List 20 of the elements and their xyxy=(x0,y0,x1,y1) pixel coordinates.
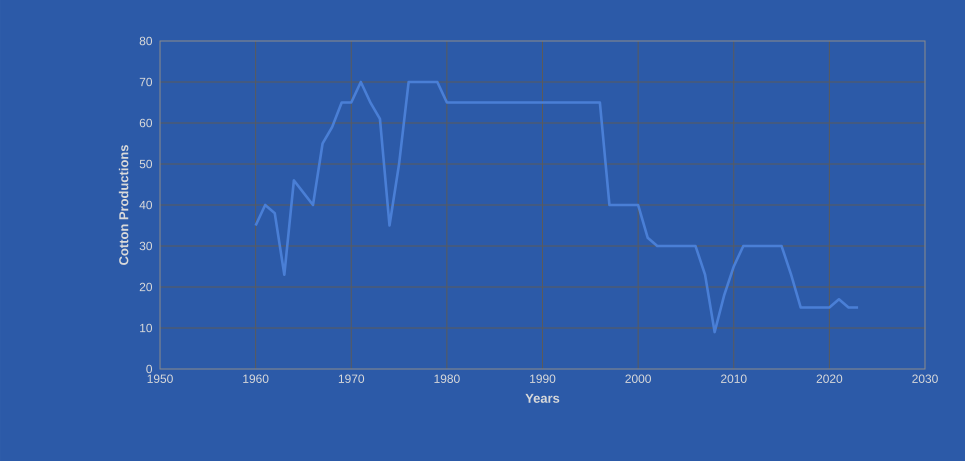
x-tick-label: 2000 xyxy=(625,374,651,383)
x-tick-label: 1990 xyxy=(530,374,556,383)
x-tick-label: 1980 xyxy=(434,374,460,383)
y-tick-label: 60 xyxy=(140,118,152,128)
x-tick-label: 1970 xyxy=(338,374,364,383)
x-tick-label: 1960 xyxy=(243,374,268,383)
y-tick-label: 10 xyxy=(140,324,152,332)
x-tick-label: 2030 xyxy=(912,374,938,383)
y-tick-label: 30 xyxy=(140,242,152,250)
y-tick-label: 40 xyxy=(139,200,152,210)
y-tick-label: 70 xyxy=(140,78,152,86)
x-tick-label: 1950 xyxy=(148,374,173,383)
x-tick-label: 2010 xyxy=(721,374,747,383)
y-tick-label: 20 xyxy=(140,282,152,292)
x-axis-title: Years xyxy=(525,394,560,403)
x-tick-label: 2020 xyxy=(816,374,842,383)
y-axis-title: Cotton Productions xyxy=(118,145,128,265)
y-tick-label: 0 xyxy=(146,364,152,374)
y-tick-label: 50 xyxy=(140,160,152,168)
y-tick-label: 80 xyxy=(140,36,152,46)
